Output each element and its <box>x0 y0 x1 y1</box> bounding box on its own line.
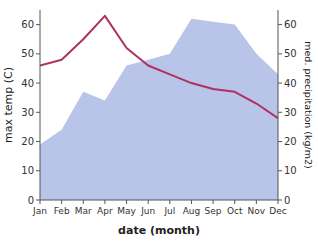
temperature-line <box>40 16 278 118</box>
chart-container: 0 10 20 30 40 50 60 0 10 20 30 40 50 60 Jan Feb Mar Apr Ma… <box>0 0 318 242</box>
y-tick <box>36 170 40 171</box>
y-tick <box>36 112 40 113</box>
y2-tick-label: 60 <box>284 19 297 30</box>
y2-tick-label: 10 <box>284 165 297 176</box>
x-tick <box>278 200 279 204</box>
y-tick-label: 40 <box>21 78 34 89</box>
y-tick <box>36 200 40 201</box>
y-tick <box>36 53 40 54</box>
y-tick-label: 20 <box>21 136 34 147</box>
x-tick-label: Dec <box>269 206 286 216</box>
x-tick-label: May <box>117 206 136 216</box>
y-axis-line <box>40 10 41 200</box>
x-tick <box>126 200 127 204</box>
x-tick <box>40 200 41 204</box>
y-tick <box>36 141 40 142</box>
x-tick <box>104 200 105 204</box>
chart: 0 10 20 30 40 50 60 0 10 20 30 40 50 60 Jan Feb Mar Apr Ma… <box>0 0 318 242</box>
x-tick-label: Aug <box>183 206 201 216</box>
y2-axis-label: med. precipitation (kg/m2) <box>303 41 314 168</box>
y2-tick <box>278 24 282 25</box>
x-tick <box>61 200 62 204</box>
x-tick <box>213 200 214 204</box>
page: {"chart_data": {"type": "line", "xlabel"… <box>0 0 318 242</box>
x-tick-label: Jun <box>140 206 155 216</box>
y2-tick-label: 20 <box>284 136 297 147</box>
y-tick <box>36 24 40 25</box>
x-tick <box>148 200 149 204</box>
y2-tick <box>278 53 282 54</box>
x-axis-line <box>40 200 278 201</box>
y2-tick-label: 40 <box>284 78 297 89</box>
y-tick-label: 10 <box>21 165 34 176</box>
x-tick-label: Apr <box>97 206 113 216</box>
x-tick <box>169 200 170 204</box>
x-tick-label: Feb <box>54 206 70 216</box>
x-tick <box>234 200 235 204</box>
y2-axis-line <box>278 10 279 200</box>
y2-tick <box>278 112 282 113</box>
x-tick-label: Nov <box>248 206 266 216</box>
y2-tick-label: 50 <box>284 48 297 59</box>
y2-tick <box>278 83 282 84</box>
y2-tick-label: 0 <box>284 195 290 206</box>
y-axis-label: max temp (C) <box>2 67 15 143</box>
plot-area <box>40 16 278 200</box>
y-tick-label: 30 <box>21 107 34 118</box>
x-tick <box>83 200 84 204</box>
y-tick-label: 50 <box>21 48 34 59</box>
x-tick-label: Oct <box>227 206 243 216</box>
y2-tick <box>278 141 282 142</box>
x-tick-label: Sep <box>205 206 222 216</box>
x-tick-label: Jan <box>32 206 47 216</box>
y-tick-label: 0 <box>28 195 34 206</box>
y2-tick-label: 30 <box>284 107 297 118</box>
y2-tick <box>278 170 282 171</box>
x-tick <box>256 200 257 204</box>
y-tick-label: 60 <box>21 19 34 30</box>
y-tick <box>36 83 40 84</box>
x-tick <box>191 200 192 204</box>
x-tick-label: Mar <box>75 206 92 216</box>
x-tick-label: Jul <box>163 206 175 216</box>
y2-tick <box>278 200 282 201</box>
x-axis-label: date (month) <box>118 224 200 237</box>
